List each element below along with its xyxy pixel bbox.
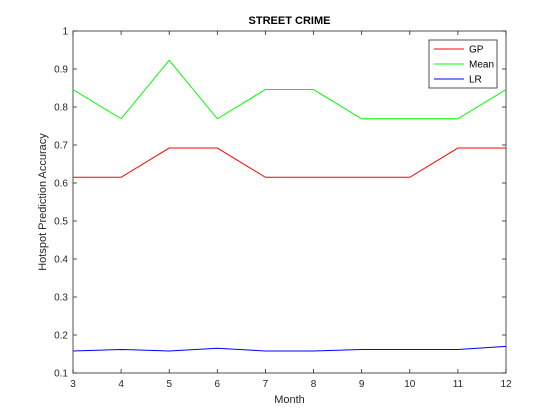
x-tick-label: 8 [311,379,317,390]
legend-label-mean: Mean [469,60,494,71]
y-tick-label: 1 [62,27,68,38]
x-tick-label: 4 [118,379,124,390]
x-tick-label: 9 [359,379,365,390]
series-line-mean [72,59,507,120]
x-tick-label: 12 [500,379,512,390]
series-line-lr [72,345,507,352]
y-tick-label: 0.5 [54,217,68,228]
x-tick-label: 7 [263,379,269,390]
y-tick-label: 0.9 [54,65,68,76]
x-tick-label: 5 [166,379,172,390]
x-tick-label: 3 [70,379,76,390]
y-tick-label: 0.2 [54,331,68,342]
y-tick-label: 0.4 [54,255,68,266]
legend: GP Mean LR [428,39,498,89]
y-tick-label: 0.3 [54,293,68,304]
y-tick-label: 0.8 [54,103,68,114]
x-tick-label: 10 [404,379,416,390]
series-lines [72,59,507,352]
y-tick-label: 0.6 [54,179,68,190]
x-axis-label: Month [274,394,305,406]
legend-label-gp: GP [469,45,484,56]
x-axis: 3 4 5 6 7 8 9 10 11 12 [70,31,512,390]
x-tick-label: 11 [453,379,464,390]
y-axis-label: Hotspot Prediction Accuracy [37,133,49,271]
x-tick-label: 6 [215,379,221,390]
y-tick-label: 0.1 [54,369,68,380]
series-line-gp [73,147,506,178]
y-tick-label: 0.7 [54,141,68,152]
legend-label-lr: LR [469,75,482,86]
y-axis: 0.1 0.2 0.3 0.4 0.5 0.6 0.7 0.8 0.9 1 [54,27,506,380]
chart-title: STREET CRIME [249,15,331,27]
